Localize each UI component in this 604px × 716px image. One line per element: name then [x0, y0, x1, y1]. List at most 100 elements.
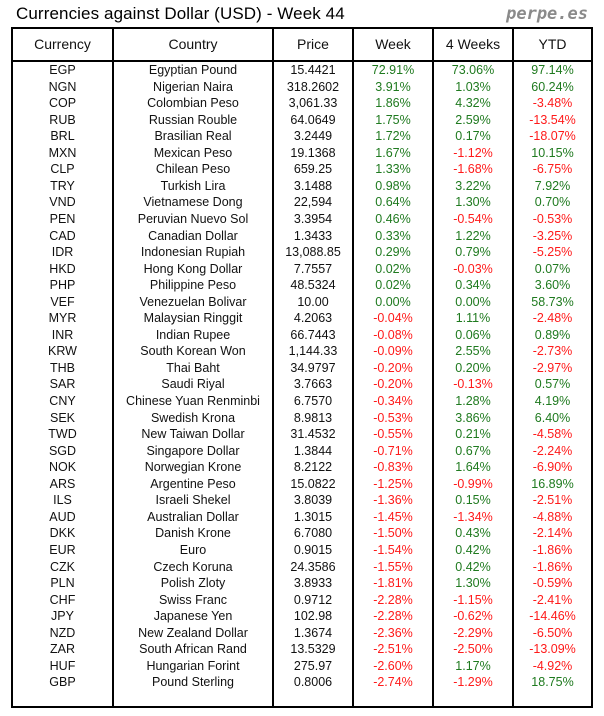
table-row: TWD New Taiwan Dollar 31.4532 -0.55% 0.21% -4…: [13, 426, 591, 443]
cell-ytd: 0.57%: [534, 377, 571, 392]
cell-price: 1.3674: [293, 625, 333, 640]
cell-price: 3,061.33: [288, 96, 338, 111]
table-row: HKD Hong Kong Dollar 7.7557 0.02% -0.03% 0.07…: [13, 261, 591, 278]
cell-ytd: -2.51%: [532, 493, 573, 508]
cell-week: 1.75%: [375, 112, 411, 127]
cell-week: -1.36%: [373, 493, 413, 508]
cell-currency: CNY: [49, 394, 76, 408]
currency-table: Currency Country Price Week 4 Weeks YTD …: [11, 27, 593, 708]
cell-country: Australian Dollar: [147, 509, 239, 524]
cell-ytd: 10.15%: [531, 145, 574, 160]
table-row: SEK Swedish Krona 8.9813 -0.53% 3.86% 6.40%: [13, 410, 591, 427]
cell-currency: CHF: [49, 592, 76, 607]
cell-week: -0.04%: [373, 311, 413, 326]
cell-price: 0.9015: [293, 542, 333, 557]
table-row: JPY Japanese Yen 102.98 -2.28% -0.62% -14.46%: [13, 608, 591, 625]
cell-price: 15.4421: [290, 63, 336, 77]
table-row: ZAR South African Rand 13.5329 -2.51% -2.50%…: [13, 641, 591, 658]
cell-price: 15.0822: [290, 476, 336, 491]
cell-4-weeks: 0.00%: [455, 294, 491, 309]
cell-country: Venezuelan Bolivar: [139, 294, 247, 309]
cell-week: -0.53%: [373, 410, 413, 425]
cell-currency: TRY: [50, 178, 75, 193]
cell-week: 3.91%: [375, 79, 411, 94]
cell-price: 64.0649: [290, 112, 336, 127]
cell-4-weeks: 1.22%: [455, 228, 491, 243]
column-divider: [512, 29, 514, 706]
cell-currency: IDR: [51, 245, 74, 260]
cell-4-weeks: 0.42%: [455, 542, 491, 557]
cell-currency: THB: [50, 360, 75, 375]
cell-currency: NOK: [48, 460, 77, 475]
cell-week: -2.51%: [373, 642, 413, 657]
cell-4-weeks: -0.54%: [453, 211, 493, 226]
cell-ytd: -2.41%: [532, 592, 573, 607]
cell-price: 66.7443: [290, 327, 336, 342]
cell-4-weeks: 0.17%: [455, 129, 491, 144]
table-row: CZK Czech Koruna 24.3586 -1.55% 0.42% -1.86%: [13, 559, 591, 576]
cell-currency: EUR: [49, 542, 76, 557]
cell-4-weeks: 73.06%: [451, 63, 495, 77]
cell-country: Nigerian Naira: [153, 79, 233, 94]
column-divider: [352, 29, 354, 706]
cell-country: New Zealand Dollar: [138, 625, 248, 640]
cell-price: 3.8933: [293, 576, 333, 591]
cell-currency: GBP: [49, 675, 76, 690]
cell-4-weeks: 0.06%: [455, 327, 491, 342]
cell-price: 24.3586: [290, 559, 336, 574]
cell-country: Israeli Shekel: [155, 493, 231, 508]
cell-4-weeks: -1.29%: [453, 675, 493, 690]
cell-country: Hong Kong Dollar: [143, 261, 243, 276]
table-row: COP Colombian Peso 3,061.33 1.86% 4.32% -3.48…: [13, 95, 591, 112]
cell-ytd: -4.88%: [532, 509, 573, 524]
cell-country: Czech Koruna: [153, 559, 233, 574]
cell-week: 72.91%: [371, 63, 415, 77]
column-header-4-weeks: 4 Weeks: [445, 36, 501, 52]
cell-currency: BRL: [50, 129, 75, 144]
cell-4-weeks: 1.28%: [455, 394, 491, 408]
cell-week: -2.28%: [373, 609, 413, 624]
cell-ytd: 4.19%: [534, 394, 571, 408]
cell-currency: AUD: [49, 509, 76, 524]
cell-4-weeks: 2.55%: [455, 344, 491, 359]
cell-currency: CZK: [50, 559, 75, 574]
cell-country: Canadian Dollar: [148, 228, 238, 243]
cell-week: -0.09%: [373, 344, 413, 359]
cell-currency: PHP: [49, 278, 76, 293]
column-divider: [432, 29, 434, 706]
cell-4-weeks: 0.15%: [455, 493, 491, 508]
cell-week: -0.55%: [373, 427, 413, 442]
table-row: NZD New Zealand Dollar 1.3674 -2.36% -2.29% -…: [13, 625, 591, 642]
brand-logo: perpe.es: [506, 4, 588, 24]
table-row: VND Vietnamese Dong 22,594 0.64% 1.30% 0.70%: [13, 194, 591, 211]
table-row: CAD Canadian Dollar 1.3433 0.33% 1.22% -3.25%: [13, 228, 591, 245]
cell-price: 1.3844: [293, 443, 333, 458]
cell-price: 6.7080: [293, 526, 333, 541]
cell-country: Swiss Franc: [158, 592, 228, 607]
cell-ytd: 58.73%: [531, 294, 574, 309]
cell-country: Chilean Peso: [155, 162, 231, 177]
column-header-week: Week: [375, 36, 411, 52]
cell-currency: COP: [48, 96, 77, 111]
cell-currency: INR: [51, 327, 74, 342]
cell-country: Indian Rupee: [155, 327, 231, 342]
table-row: DKK Danish Krone 6.7080 -1.50% 0.43% -2.14%: [13, 525, 591, 542]
cell-ytd: -3.25%: [532, 228, 573, 243]
cell-4-weeks: -0.13%: [453, 377, 493, 392]
cell-ytd: -2.97%: [532, 360, 573, 375]
cell-currency: ARS: [49, 476, 76, 491]
cell-currency: MXN: [48, 145, 77, 160]
table-row: PLN Polish Zloty 3.8933 -1.81% 1.30% -0.59%: [13, 575, 591, 592]
cell-ytd: -4.92%: [532, 658, 573, 673]
cell-week: -0.08%: [373, 327, 413, 342]
cell-country: Chinese Yuan Renminbi: [126, 394, 260, 408]
cell-country: Hungarian Forint: [146, 658, 240, 673]
cell-ytd: -4.58%: [532, 427, 573, 442]
cell-week: 0.33%: [375, 228, 411, 243]
cell-country: Mexican Peso: [153, 145, 233, 160]
cell-price: 3.1488: [293, 178, 333, 193]
table-row: TRY Turkish Lira 3.1488 0.98% 3.22% 7.92%: [13, 178, 591, 195]
cell-country: Brasilian Real: [154, 129, 232, 144]
cell-currency: TWD: [48, 427, 77, 442]
cell-currency: EGP: [49, 63, 76, 77]
